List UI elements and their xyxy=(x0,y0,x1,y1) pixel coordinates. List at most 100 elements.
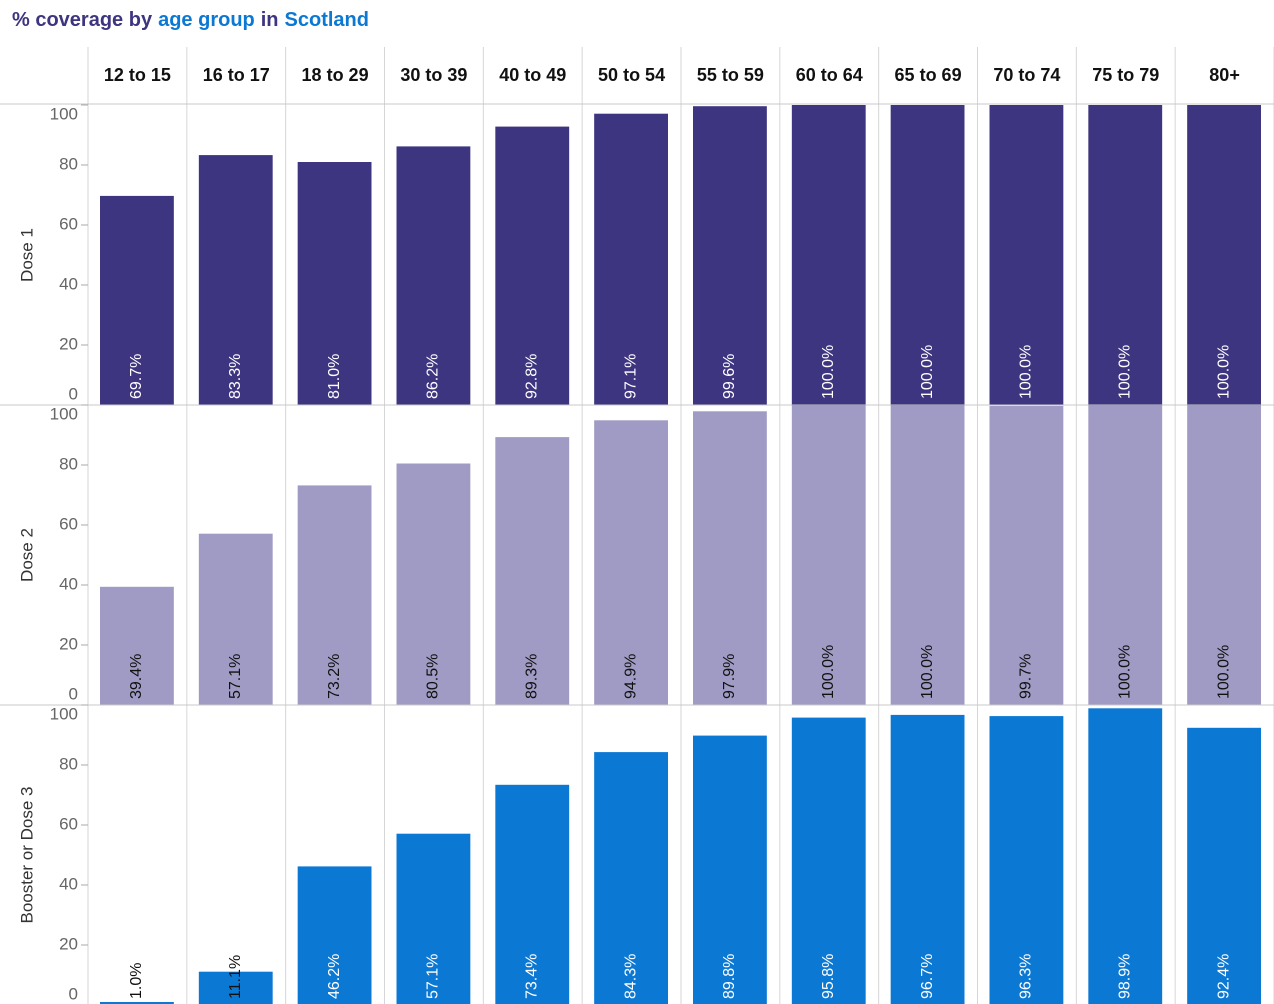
bar xyxy=(1088,405,1163,705)
bar xyxy=(1187,727,1261,1004)
column-header: 55 to 59 xyxy=(697,65,764,85)
bar xyxy=(594,420,668,705)
column-header: 18 to 29 xyxy=(302,65,369,85)
bar xyxy=(297,162,372,405)
bar xyxy=(1088,708,1163,1004)
value-label: 100.0% xyxy=(919,645,936,699)
bar xyxy=(495,437,570,705)
bar xyxy=(693,735,767,1004)
value-label: 100.0% xyxy=(919,345,936,399)
value-label: 92.8% xyxy=(523,354,540,399)
value-label: 97.9% xyxy=(721,654,738,699)
column-header: 16 to 17 xyxy=(203,65,270,85)
bar xyxy=(594,113,668,405)
y-tick-label: 80 xyxy=(59,454,78,473)
bar xyxy=(693,411,767,705)
value-label: 97.1% xyxy=(622,354,639,399)
value-label: 57.1% xyxy=(227,654,244,699)
bar xyxy=(791,405,866,705)
chart-title: % coverage by age group in Scotland xyxy=(12,9,369,31)
bar xyxy=(198,155,273,405)
column-header: 80+ xyxy=(1209,65,1240,85)
bar xyxy=(100,1002,174,1004)
y-tick-label: 40 xyxy=(59,574,78,593)
y-tick-label: 0 xyxy=(69,984,78,1003)
y-tick-label: 40 xyxy=(59,274,78,293)
bar xyxy=(1187,405,1261,705)
value-label: 83.3% xyxy=(227,354,244,399)
value-label: 81.0% xyxy=(326,354,343,399)
bar xyxy=(495,784,570,1004)
y-tick-label: 20 xyxy=(59,634,78,653)
bar xyxy=(890,714,965,1004)
value-label: 1.0% xyxy=(128,963,145,999)
y-tick-label: 0 xyxy=(69,684,78,703)
value-label: 95.8% xyxy=(820,954,837,999)
bar xyxy=(396,146,471,405)
bar xyxy=(495,126,570,405)
bar xyxy=(890,105,965,405)
value-label: 99.6% xyxy=(721,354,738,399)
y-tick-label: 0 xyxy=(69,384,78,403)
y-tick-label: 60 xyxy=(59,214,78,233)
bar xyxy=(989,716,1064,1004)
y-tick-label: 20 xyxy=(59,934,78,953)
value-label: 73.4% xyxy=(523,954,540,999)
y-tick-label: 60 xyxy=(59,814,78,833)
value-label: 100.0% xyxy=(1215,345,1232,399)
value-label: 89.3% xyxy=(523,654,540,699)
bar xyxy=(890,405,965,705)
value-label: 69.7% xyxy=(128,354,145,399)
title-part: % coverage by xyxy=(12,9,153,31)
column-header: 70 to 74 xyxy=(993,65,1060,85)
title-part: in xyxy=(261,9,279,31)
title-part: Scotland xyxy=(285,9,369,31)
value-label: 100.0% xyxy=(1116,345,1133,399)
bar xyxy=(297,485,372,705)
column-header: 60 to 64 xyxy=(796,65,863,85)
y-tick-label: 100 xyxy=(50,404,78,423)
bar xyxy=(989,105,1064,405)
value-label: 100.0% xyxy=(1215,645,1232,699)
bar xyxy=(100,195,174,405)
value-label: 46.2% xyxy=(326,954,343,999)
bar xyxy=(396,833,471,1004)
value-label: 100.0% xyxy=(820,645,837,699)
y-axis-title: Booster or Dose 3 xyxy=(17,786,36,923)
bar xyxy=(693,106,767,405)
y-tick-label: 80 xyxy=(59,154,78,173)
value-label: 39.4% xyxy=(128,654,145,699)
column-header: 65 to 69 xyxy=(895,65,962,85)
column-header: 30 to 39 xyxy=(400,65,467,85)
y-tick-label: 100 xyxy=(50,704,78,723)
column-header: 75 to 79 xyxy=(1092,65,1159,85)
value-label: 100.0% xyxy=(1116,645,1133,699)
bar xyxy=(989,405,1064,705)
bar xyxy=(1187,105,1261,405)
column-header: 40 to 49 xyxy=(499,65,566,85)
bar xyxy=(791,105,866,405)
value-label: 100.0% xyxy=(820,345,837,399)
bar xyxy=(297,866,372,1004)
bar xyxy=(594,752,668,1004)
value-label: 98.9% xyxy=(1116,954,1133,999)
y-tick-label: 100 xyxy=(50,104,78,123)
bar xyxy=(1088,105,1163,405)
value-label: 86.2% xyxy=(425,354,442,399)
y-tick-label: 40 xyxy=(59,874,78,893)
y-axis-title: Dose 1 xyxy=(17,228,36,282)
y-axis-title: Dose 2 xyxy=(17,528,36,582)
value-label: 100.0% xyxy=(1018,345,1035,399)
y-tick-label: 80 xyxy=(59,754,78,773)
value-label: 99.7% xyxy=(1018,654,1035,699)
y-tick-label: 60 xyxy=(59,514,78,533)
title-part: age group xyxy=(158,9,255,31)
value-label: 92.4% xyxy=(1215,954,1232,999)
bar xyxy=(100,586,174,705)
value-label: 84.3% xyxy=(622,954,639,999)
bar xyxy=(198,971,273,1004)
bar xyxy=(198,533,273,705)
column-header: 12 to 15 xyxy=(104,65,171,85)
